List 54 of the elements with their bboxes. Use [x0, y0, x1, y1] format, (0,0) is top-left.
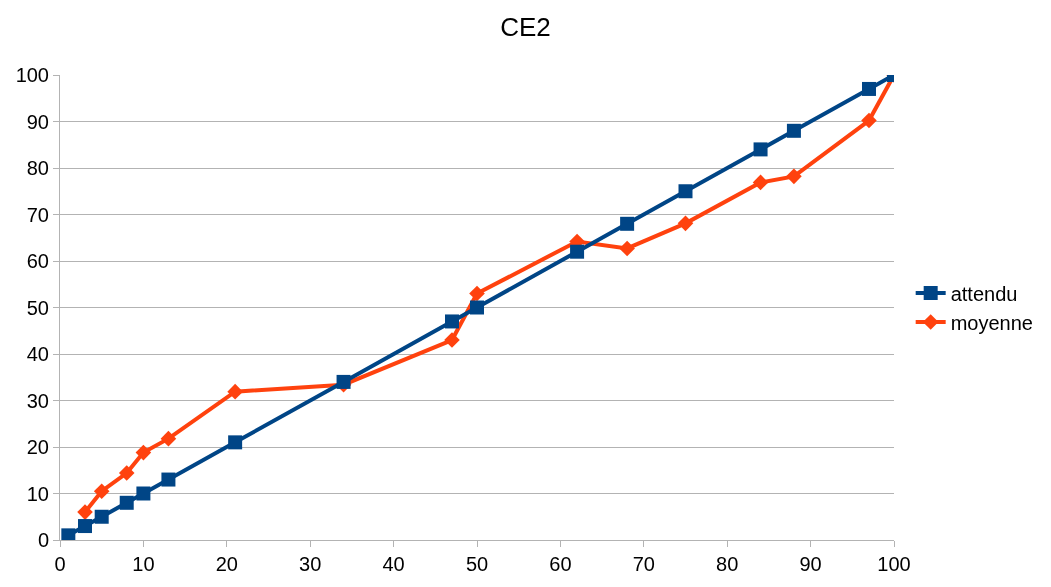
point: [469, 285, 485, 302]
point: [135, 444, 152, 461]
x-tick-label: 20: [215, 553, 238, 575]
point: [336, 374, 351, 389]
y-tick-label: 50: [26, 296, 49, 319]
y-tick-label: 0: [37, 529, 49, 551]
x-tick-label: 100: [877, 553, 911, 575]
x-tick-label: 10: [132, 553, 155, 575]
point: [136, 486, 151, 501]
legend-label: moyenne: [950, 311, 1033, 334]
point: [161, 472, 176, 487]
point: [119, 495, 134, 510]
point: [61, 528, 76, 540]
y-tick-label: 90: [26, 110, 49, 133]
y-tick-label: 20: [26, 436, 49, 458]
x-tick-label: 60: [549, 553, 572, 575]
x-tick-label: 40: [382, 553, 405, 575]
point: [228, 435, 243, 450]
point: [160, 430, 177, 447]
point: [861, 81, 876, 96]
y-tick-label: 70: [26, 203, 49, 226]
point: [570, 244, 585, 259]
chart-title: CE2: [500, 11, 551, 42]
x-tick-label: 80: [716, 553, 739, 575]
y-tick-label: 100: [15, 64, 49, 86]
point: [786, 168, 802, 185]
point: [678, 184, 693, 199]
x-tick-label: 50: [465, 553, 489, 575]
legend-label: attendu: [950, 282, 1018, 305]
point: [753, 142, 768, 157]
x-tick-label: 0: [54, 553, 66, 575]
point: [619, 240, 635, 257]
x-tick-label: 30: [299, 553, 322, 575]
point: [93, 483, 110, 499]
y-tick-label: 60: [26, 250, 49, 272]
point: [620, 216, 635, 231]
point: [444, 314, 459, 329]
point: [470, 300, 484, 315]
y-tick-label: 10: [26, 482, 49, 505]
x-tick-label: 90: [799, 553, 822, 575]
point: [444, 332, 460, 348]
point: [77, 504, 93, 520]
point: [118, 465, 135, 481]
x-tick-label: 70: [632, 553, 655, 575]
point: [861, 112, 877, 129]
point: [78, 519, 93, 534]
point: [94, 509, 109, 524]
point: [786, 123, 801, 138]
point: [227, 383, 243, 400]
y-tick-label: 30: [26, 389, 49, 412]
y-tick-label: 80: [26, 157, 49, 179]
point: [677, 215, 694, 232]
point: [752, 174, 769, 191]
y-tick-label: 40: [26, 343, 49, 365]
